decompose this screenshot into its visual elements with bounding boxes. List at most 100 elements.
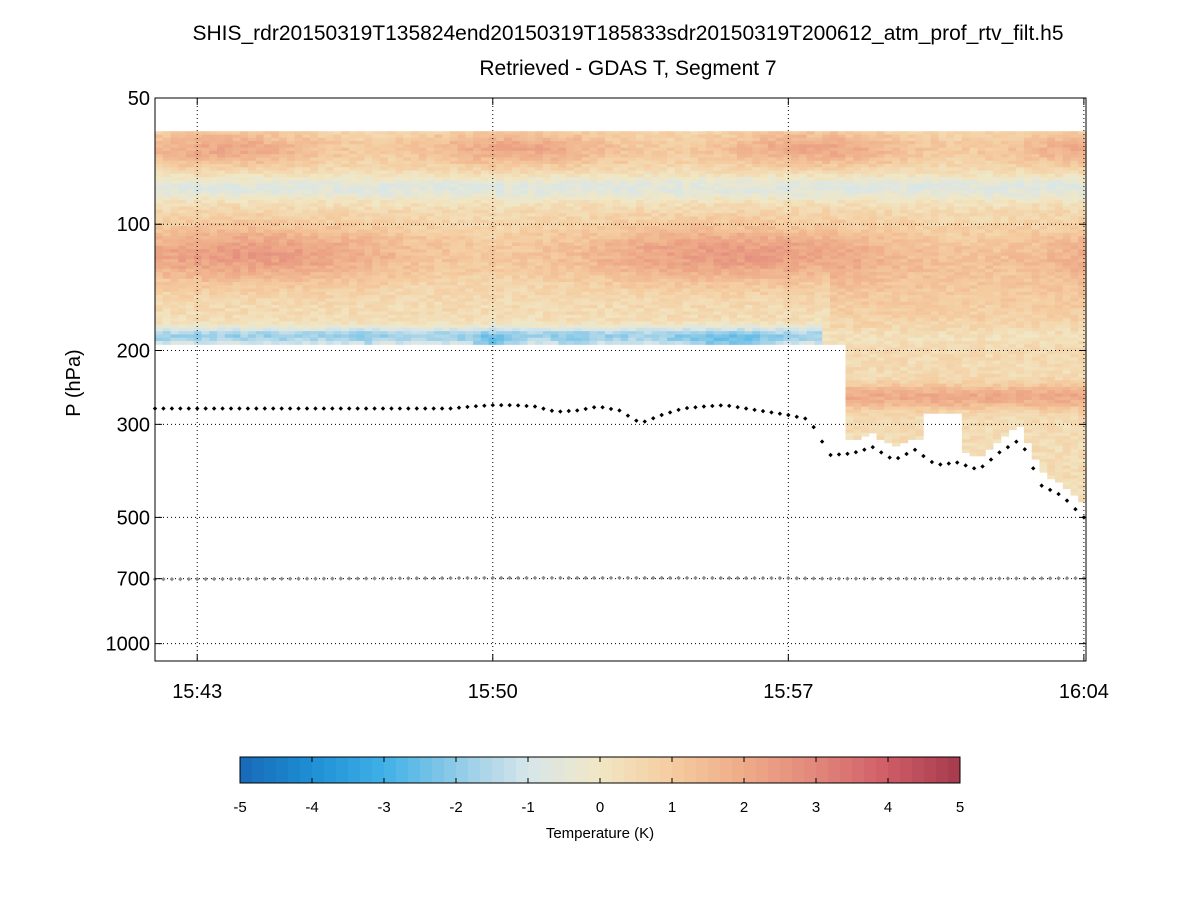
heatmap-cell (542, 226, 552, 231)
heatmap-cell (387, 147, 397, 152)
heatmap-cell (255, 281, 265, 286)
heatmap-cell (248, 154, 257, 159)
heatmap-cell (698, 298, 707, 303)
heatmap-cell (209, 163, 218, 168)
heatmap-cell (465, 216, 474, 221)
heatmap-cell (403, 147, 412, 152)
heatmap-cell (240, 222, 249, 227)
heatmap-cell (628, 301, 637, 306)
heatmap-cell (698, 206, 707, 211)
heatmap-cell (573, 340, 583, 345)
heatmap-cell (535, 137, 544, 142)
heatmap-cell (434, 324, 443, 329)
heatmap-cell (442, 190, 451, 195)
heatmap-cell (651, 337, 660, 342)
heatmap-cell (535, 272, 544, 277)
heatmap-cell (612, 141, 622, 145)
heatmap-cell (387, 177, 397, 181)
heatmap-cell (364, 229, 373, 234)
heatmap-cell (209, 213, 218, 218)
heatmap-cell (636, 186, 645, 191)
heatmap-cell (473, 226, 482, 231)
heatmap-cell (620, 216, 629, 221)
heatmap-cell (535, 295, 544, 299)
heatmap-cell (302, 160, 311, 165)
heatmap-cell (736, 170, 746, 175)
heatmap-cell (387, 327, 397, 332)
heatmap-cell (496, 144, 505, 149)
heatmap-cell (519, 177, 528, 181)
heatmap-cell (659, 203, 668, 208)
heatmap-cell (496, 232, 505, 237)
heatmap-cell (612, 278, 622, 283)
heatmap-cell (682, 216, 691, 221)
heatmap-cell (519, 200, 528, 204)
heatmap-cell (713, 196, 722, 201)
heatmap-cell (573, 327, 583, 332)
heatmap-cell (348, 298, 358, 303)
heatmap-cell (232, 285, 241, 290)
heatmap-cell (744, 160, 753, 165)
heatmap-cell (449, 308, 459, 313)
heatmap-cell (364, 255, 373, 260)
heatmap-cell (527, 295, 536, 299)
heatmap-cell (573, 291, 583, 296)
heatmap-cell (372, 278, 381, 283)
heatmap-cell (294, 206, 304, 211)
heatmap-cell (682, 268, 691, 273)
heatmap-cell (263, 141, 272, 145)
heatmap-cell (372, 144, 381, 149)
heatmap-cell (589, 236, 598, 240)
heatmap-cell (418, 209, 428, 214)
heatmap-cell (286, 216, 296, 221)
heatmap-cell (612, 213, 622, 218)
heatmap-cell (418, 216, 428, 221)
heatmap-cell (217, 331, 226, 336)
heatmap-cell (573, 209, 583, 214)
heatmap-cell (581, 232, 591, 237)
heatmap-cell (442, 180, 451, 185)
heatmap-cell (317, 265, 327, 270)
heatmap-cell (566, 137, 575, 142)
heatmap-cell (302, 324, 311, 329)
heatmap-cell (170, 150, 179, 155)
heatmap-cell (573, 278, 583, 283)
heatmap-cell (232, 275, 241, 280)
heatmap-cell (155, 167, 164, 172)
heatmap-cell (263, 275, 272, 280)
heatmap-cell (620, 324, 629, 329)
heatmap-cell (302, 331, 311, 336)
heatmap-cell (729, 134, 738, 139)
heatmap-cell (721, 308, 730, 313)
heatmap-cell (736, 154, 746, 159)
heatmap-cell (263, 285, 272, 290)
heatmap-cell (612, 275, 622, 280)
heatmap-cell (232, 232, 241, 237)
heatmap-cell (558, 131, 567, 136)
heatmap-cell (643, 193, 653, 198)
heatmap-cell (705, 226, 715, 231)
heatmap-cell (333, 304, 342, 309)
heatmap-cell (550, 239, 560, 244)
heatmap-cell (310, 308, 319, 313)
heatmap-cell (643, 318, 653, 322)
heatmap-cell (620, 239, 629, 244)
heatmap-cell (636, 236, 645, 240)
heatmap-cell (504, 272, 513, 277)
heatmap-cell (473, 262, 482, 267)
heatmap-cell (550, 324, 560, 329)
heatmap-cell (729, 150, 738, 155)
heatmap-cell (286, 278, 296, 283)
heatmap-cell (736, 334, 746, 339)
heatmap-cell (193, 239, 203, 244)
heatmap-cell (271, 167, 280, 172)
heatmap-cell (248, 262, 257, 267)
heatmap-cell (643, 308, 653, 313)
heatmap-cell (333, 239, 342, 244)
heatmap-cell (411, 295, 420, 299)
heatmap-cell (317, 249, 327, 254)
heatmap-cell (566, 308, 575, 313)
heatmap-cell (589, 226, 598, 231)
heatmap-cell (286, 275, 296, 280)
heatmap-cell (667, 314, 676, 319)
